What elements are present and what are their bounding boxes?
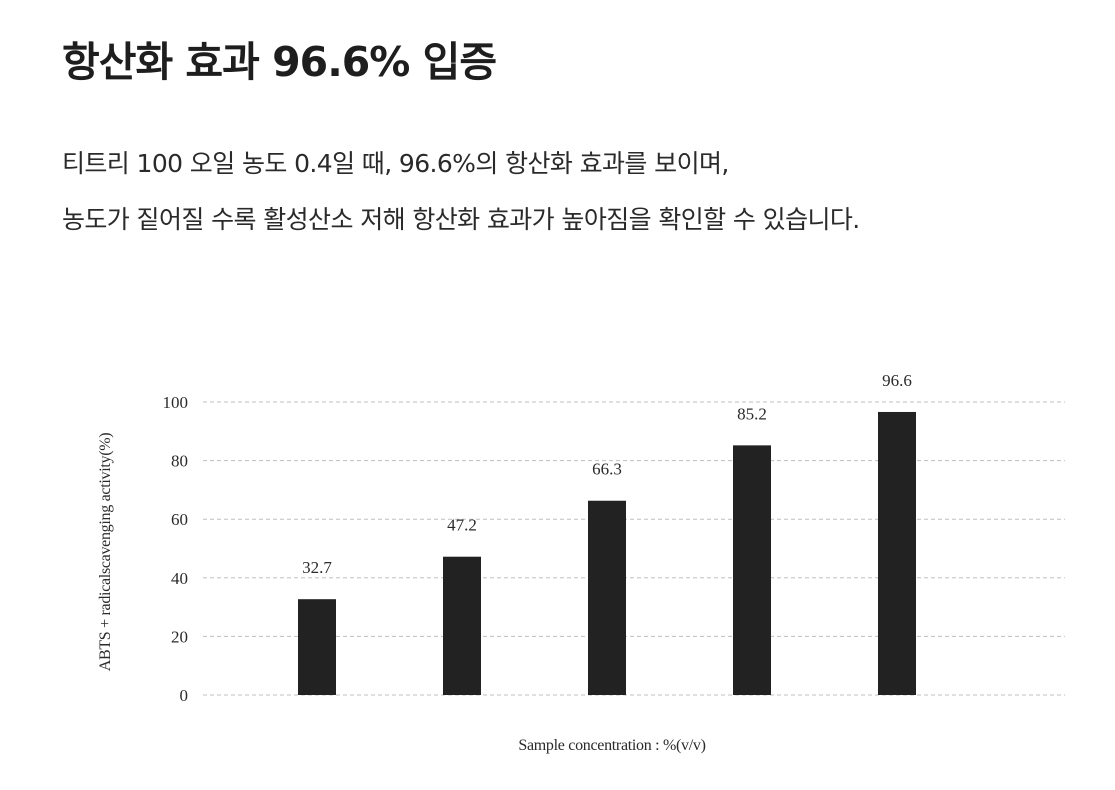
y-tick-label: 100 — [163, 393, 189, 412]
y-tick-label: 20 — [171, 627, 188, 646]
data-labels: 32.7 47.2 66.3 85.2 96.6 — [302, 371, 912, 577]
y-tick-label: 40 — [171, 569, 188, 588]
bar-value-label: 96.6 — [882, 371, 912, 390]
bar-value-label: 47.2 — [447, 516, 477, 535]
y-axis-ticks: 0 20 40 60 80 100 — [163, 393, 189, 705]
bar — [878, 411, 916, 695]
bar-value-label: 85.2 — [737, 404, 767, 423]
bar-chart: 0 20 40 60 80 100 32.7 47.2 66.3 85.2 96.6 ABTS +… — [97, 371, 1065, 754]
y-tick-label: 0 — [180, 686, 189, 705]
y-tick-label: 80 — [171, 452, 188, 471]
bar — [588, 500, 626, 695]
grid-lines — [203, 401, 1065, 696]
bar — [443, 556, 481, 695]
description: 티트리 100 오일 농도 0.4일 때, 96.6%의 항산화 효과를 보이며… — [62, 136, 860, 248]
bar — [733, 445, 771, 695]
bars — [298, 411, 916, 695]
y-axis-label: ABTS + radicalscavenging activity(%) — [97, 433, 114, 672]
page-title: 항산화 효과 96.6% 입증 — [62, 38, 497, 86]
x-axis-label: Sample concentration : %(v/v) — [518, 737, 705, 754]
bar-value-label: 32.7 — [302, 558, 332, 577]
description-line-2: 농도가 짙어질 수록 활성산소 저해 항산화 효과가 높아짐을 확인할 수 있습… — [62, 205, 860, 234]
description-line-1: 티트리 100 오일 농도 0.4일 때, 96.6%의 항산화 효과를 보이며… — [62, 149, 729, 178]
y-tick-label: 60 — [171, 510, 188, 529]
bar — [298, 599, 336, 695]
bar-value-label: 66.3 — [592, 460, 622, 479]
